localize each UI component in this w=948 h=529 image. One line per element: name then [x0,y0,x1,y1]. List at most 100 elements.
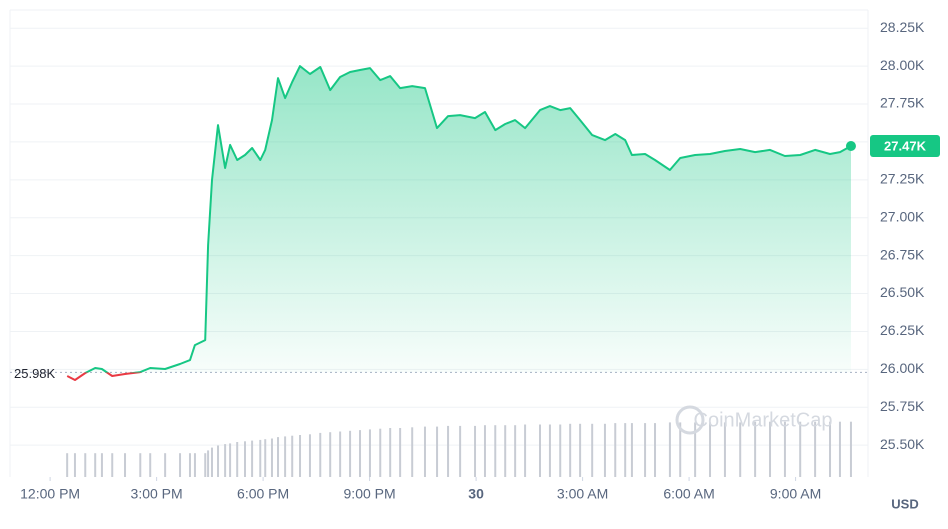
watermark-logo [675,405,705,435]
y-tick-label: 26.75K [880,246,925,262]
volume-bar [251,440,254,477]
volume-bar [368,429,371,477]
volume-bar [538,424,541,477]
volume-bar [139,453,142,477]
volume-bar [284,436,287,477]
volume-bar [339,431,342,477]
volume-bar [524,424,527,477]
volume-bar [614,423,617,477]
x-tick-label: 6:00 PM [237,486,289,502]
volume-bar [483,425,486,477]
volume-bar [694,422,697,477]
volume-bar [204,453,207,477]
reference-label: 25.98K [14,366,56,381]
volume-bar [66,453,69,477]
volume-bar [389,428,392,477]
volume-bar [73,453,76,477]
volume-bar [259,439,262,477]
volume-bar [291,435,294,477]
volume-bar [504,425,507,477]
volume-bar [423,426,426,477]
volume-bar [149,453,152,477]
volume-bar [668,422,671,477]
y-tick-label: 27.25K [880,171,925,187]
volume-bar [193,453,196,477]
volume-bar [754,421,757,477]
y-tick-label: 26.25K [880,322,925,338]
volume-bar [548,424,551,477]
volume-bar [270,438,273,477]
current-label: 27.47K [884,138,927,153]
x-tick-label: 3:00 AM [557,486,608,502]
volume-bar [838,421,841,477]
volume-bar [436,426,439,477]
volume-bar [224,444,227,477]
volume-bar [329,432,332,477]
volume-bar [164,453,167,477]
volume-bar [399,428,402,477]
volume-bar [591,423,594,477]
volume-bar [349,430,352,477]
x-tick-label: 9:00 PM [344,486,396,502]
x-tick-label: 12:00 PM [20,486,80,502]
volume-bar [474,425,477,477]
volume-bar [514,425,517,477]
volume-bar [319,432,322,477]
volume-bar [569,423,572,477]
current-badge [870,135,940,158]
y-tick-label: 25.50K [880,436,925,452]
x-tick-label: 30 [468,486,484,502]
price-line [66,65,852,381]
volume-bar [849,421,852,477]
watermark: CoinMarketCap [694,409,833,431]
volume-bar [188,453,191,477]
x-tick-label: 6:00 AM [663,486,714,502]
volume-bar [654,423,657,477]
current-dot [845,141,856,152]
plot: 25.98K 27.47K [10,65,940,381]
volume-bar [100,453,103,477]
volume-bar [459,425,462,477]
volume-bar [739,422,742,477]
area [67,66,852,380]
y-tick-label: 28.25K [880,19,925,35]
volume-bar [579,423,582,477]
y-tick-label: 26.00K [880,360,925,376]
volume-bar [630,423,633,477]
volume-bar [494,425,497,477]
volume-bar [411,427,414,477]
x-tick-label: 3:00 PM [131,486,183,502]
volume-bar [264,439,267,477]
volume-bar [207,450,210,477]
volume-bar [644,423,647,477]
volume-bar [236,442,239,477]
volume-bar [769,421,772,477]
volume-bar [277,437,280,477]
y-tick-label: 27.75K [880,95,925,111]
currency-label: USD [891,496,918,511]
volume-bar [603,423,606,477]
volume-bar [308,434,311,477]
volume-bar [210,447,213,477]
y-tick-label: 27.00K [880,208,925,224]
volume-bar [379,428,382,477]
volume-bar [124,453,127,477]
volume-bar [299,435,302,477]
volume-bar [679,422,682,477]
volume [66,421,852,477]
volume-bar [829,421,832,477]
volume-bar [359,430,362,477]
grid: 25.50K 25.75K 26.00K 26.25K 26.50K 26.75K 27.0… [9,9,925,502]
volume-bar [229,443,232,477]
x-tick-label: 9:00 AM [770,486,821,502]
volume-bar [783,421,786,477]
volume-bar [94,453,97,477]
y-tick-label: 26.50K [880,284,925,300]
volume-bar [111,453,114,477]
y-tick-label: 28.00K [880,57,925,73]
volume-bar [799,421,802,477]
volume-bar [217,445,220,477]
volume-bar [624,423,627,477]
volume-bar [814,421,817,477]
